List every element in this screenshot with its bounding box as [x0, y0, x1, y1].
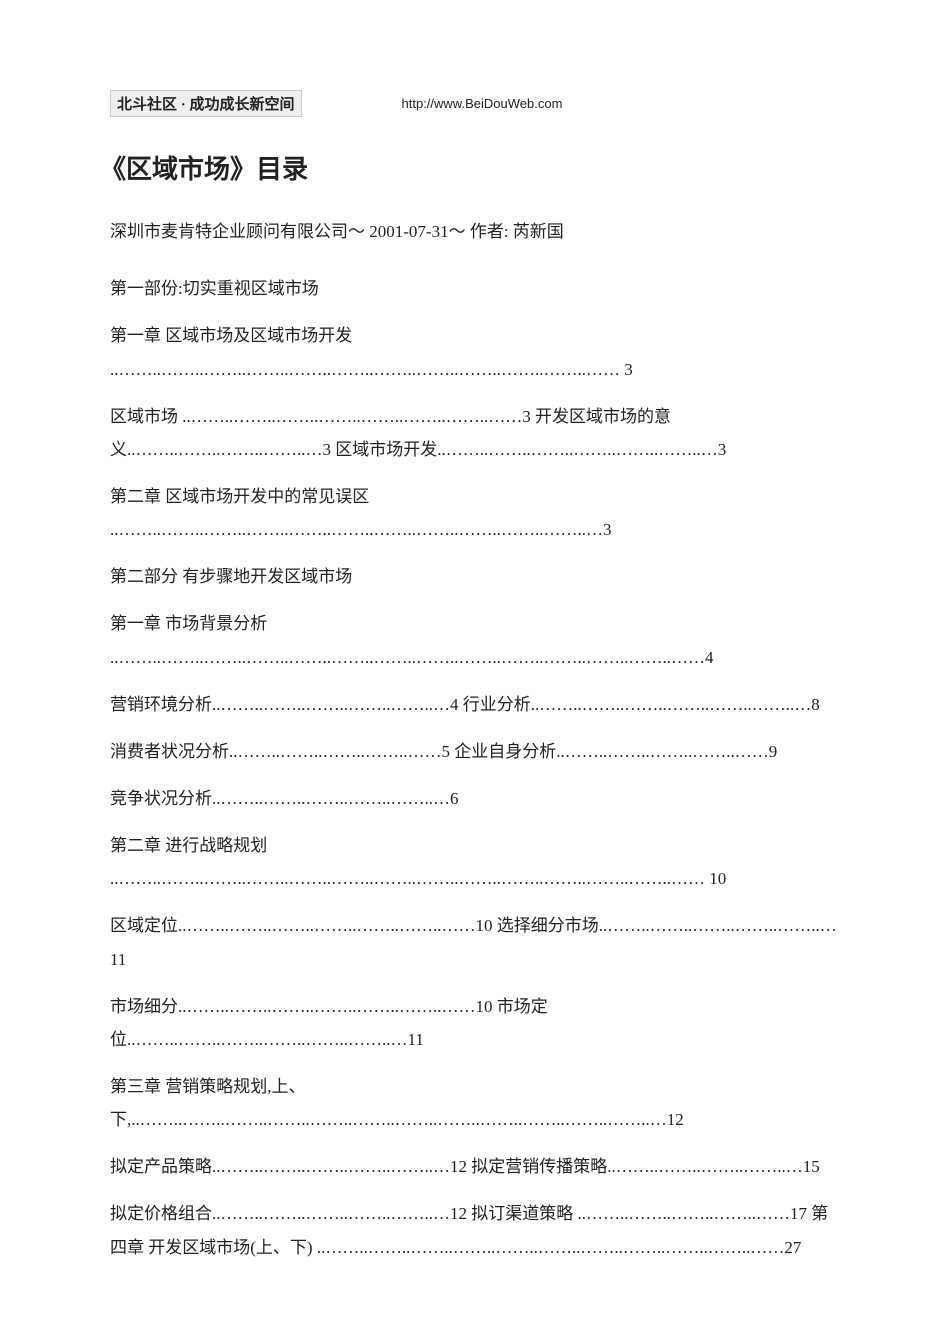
toc-entry: 第二部分 有步骤地开发区域市场	[110, 560, 840, 593]
document-title: 《区域市场》目录	[100, 149, 840, 186]
site-badge: 北斗社区 · 成功成长新空间	[110, 90, 302, 117]
toc-entry: 消费者状况分析..……..……..……..……..……5 企业自身分析..…….…	[110, 735, 840, 768]
page-header: 北斗社区 · 成功成长新空间 http://www.BeiDouWeb.com	[110, 90, 840, 117]
toc-entry: 区域定位..……..……..……..……..……..……..……10 选择细分市…	[110, 909, 840, 975]
site-url: http://www.BeiDouWeb.com	[402, 96, 563, 111]
toc-entry: 第二章 区域市场开发中的常见误区 ..……..……..……..……..……..……	[110, 480, 840, 546]
byline: 深圳市麦肯特企业顾问有限公司～ 2001-07-31～ 作者: 芮新国	[110, 216, 840, 248]
document-page: 北斗社区 · 成功成长新空间 http://www.BeiDouWeb.com …	[0, 0, 950, 1338]
toc-entry: 营销环境分析..……..……..……..……..……..…4 行业分析..…….…	[110, 688, 840, 721]
toc-entry: 拟定产品策略..……..……..……..……..……..…12 拟定营销传播策略…	[110, 1150, 840, 1183]
toc-entry: 第一部份:切实重视区域市场	[110, 272, 840, 305]
toc-entry: 第三章 营销策略规划,上、下,..……..……..……..……..……..…….…	[110, 1070, 840, 1136]
toc-entry: 市场细分..……..……..……..……..……..……..……10 市场定位.…	[110, 990, 840, 1056]
toc-entry: 第一章 区域市场及区域市场开发 ..……..……..……..……..……..………	[110, 319, 840, 385]
toc-entry: 区域市场 ..……..……..……..……..……..……..……..……3 开…	[110, 400, 840, 466]
toc-entry: 第一章 市场背景分析 ..……..……..……..……..……..……..…….…	[110, 607, 840, 673]
toc-entry: 拟定价格组合..……..……..……..……..……..…12 拟订渠道策略 .…	[110, 1197, 840, 1263]
toc-entry: 第二章 进行战略规划 ..……..……..……..……..……..……..…….…	[110, 829, 840, 895]
toc-entry: 竞争状况分析..……..……..……..……..……..…6	[110, 782, 840, 815]
